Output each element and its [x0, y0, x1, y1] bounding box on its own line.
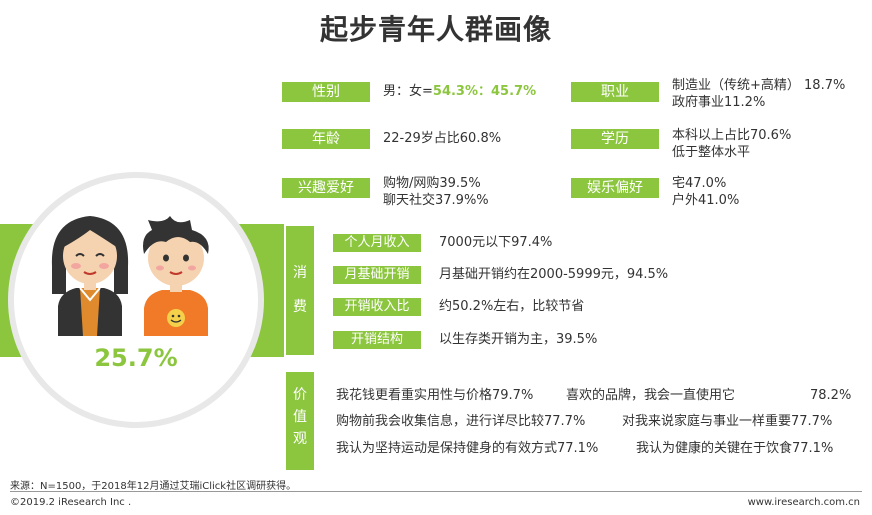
value-statement: 对我来说家庭与事业一样重要77.7% [622, 414, 833, 429]
boy-icon [143, 216, 209, 336]
tag-education: 学历 [571, 129, 659, 149]
consumption-item-label: 个人月收入 [333, 234, 421, 252]
value-statement: 我认为坚持运动是保持健身的有效方式77.1% [336, 441, 599, 456]
values-label-char: 价 [293, 387, 307, 403]
tag-age: 年龄 [282, 129, 370, 149]
value-statement-value: 78.2% [810, 388, 852, 403]
gender-ratio: 54.3%：45.7% [432, 84, 537, 99]
page-title: 起步青年人群画像 [319, 13, 552, 46]
values-label-char: 观 [293, 431, 307, 447]
consumption-label-char: 费 [293, 299, 307, 315]
interests-line1: 购物/网购39.5% [383, 176, 481, 191]
figure-circle [8, 172, 264, 428]
girl-icon [51, 216, 129, 336]
value-statement: 我认为健康的关键在于饮食77.1% [636, 441, 834, 456]
consumption-item-value: 7000元以下97.4% [439, 235, 553, 250]
value-statement: 我花钱更看重实用性与价格79.7% [336, 388, 534, 403]
tag-entertainment: 娱乐偏好 [571, 178, 659, 198]
figure-percent: 25.7% [94, 344, 178, 372]
consumption-item-label: 开销结构 [333, 331, 421, 349]
interests-line2: 聊天社交37.9%% [383, 193, 489, 208]
age-value: 22-29岁占比60.8% [383, 131, 502, 146]
consumption-label: 消 费 [286, 226, 314, 355]
website: www.iresearch.com.cn [747, 497, 860, 508]
entertainment-line1: 宅47.0% [672, 176, 727, 191]
copyright: ©2019.2 iResearch Inc . [10, 497, 132, 508]
education-line1: 本科以上占比70.6% [672, 128, 792, 143]
gender-prefix: 男：女= [383, 84, 433, 99]
consumption-label-char: 消 [293, 265, 307, 281]
value-statement: 喜欢的品牌，我会一直使用它 [566, 388, 736, 403]
education-line2: 低于整体水平 [672, 145, 751, 160]
source-note: 来源：N=1500，于2018年12月通过艾瑞iClick社区调研获得。 [10, 481, 297, 492]
occupation-line2: 政府事业11.2% [672, 95, 766, 110]
consumption-item-label: 月基础开销 [333, 266, 421, 284]
value-statement: 购物前我会收集信息，进行详尽比较77.7% [336, 414, 586, 429]
tag-occupation: 职业 [571, 82, 659, 102]
consumption-item-value: 月基础开销约在2000-5999元，94.5% [439, 267, 669, 282]
consumption-item-label: 开销收入比 [333, 298, 421, 316]
values-label: 价 值 观 [286, 372, 314, 470]
entertainment-line2: 户外41.0% [672, 193, 740, 208]
consumption-item-value: 以生存类开销为主，39.5% [439, 332, 598, 347]
footer-divider [10, 491, 862, 492]
consumption-item-value: 约50.2%左右，比较节省 [439, 299, 585, 314]
occupation-line1: 制造业（传统+高精） 18.7% [672, 78, 846, 93]
tag-interests: 兴趣爱好 [282, 178, 370, 198]
young-people-illustration [51, 216, 209, 336]
values-label-char: 值 [293, 409, 307, 425]
gender-value: 男：女=54.3%：45.7% [383, 83, 536, 100]
tag-gender: 性别 [282, 82, 370, 102]
